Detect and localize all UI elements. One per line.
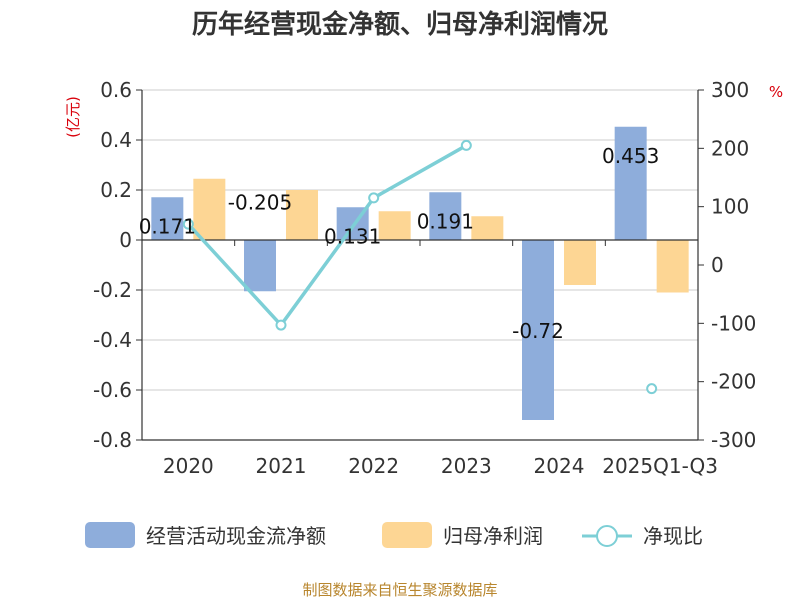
bars [151,126,689,420]
data-label-cash: -0.72 [512,319,564,343]
bar-cash [614,126,647,240]
legend-swatch-profit [382,522,432,548]
x-axis-tick-label: 2021 [256,454,307,478]
right-axis-tick-label: 100 [711,195,749,219]
right-axis-tick-label: 0 [711,253,724,277]
x-axis-tick-label: 2022 [348,454,399,478]
grid [142,89,698,391]
left-axis-tick-label: 0.2 [100,178,132,202]
legend-item-ratio[interactable]: 净现比 [582,524,703,548]
left-axis-unit: (亿元) [64,96,82,138]
data-labels: 0.171 -0.205 0.131 0.191 -0.72 0.453 [139,144,660,343]
legend-label-ratio: 净现比 [643,524,703,548]
legend-label-cash: 经营活动现金流净额 [146,524,326,548]
right-axis-tick-label: -200 [711,370,756,394]
bar-cash [429,192,462,240]
x-axis-tick-label: 2023 [441,454,492,478]
source-note: 制图数据来自恒生聚源数据库 [302,581,497,599]
data-label-cash: 0.453 [602,144,659,168]
legend-swatch-cash [85,522,135,548]
left-axis-tick-label: -0.6 [93,378,132,402]
legend-item-profit[interactable]: 归母净利润 [382,522,543,548]
data-label-cash: 0.191 [417,209,474,233]
bar-profit [564,240,596,285]
legend-label-profit: 归母净利润 [443,524,543,548]
ratio-line [182,139,658,395]
bar-profit [193,178,226,240]
left-axis-tick-label: -0.2 [93,278,132,302]
bar-profit [471,216,504,240]
ratio-point [646,383,658,395]
x-axis-tick-label: 2024 [534,454,585,478]
ratio-point [460,139,472,151]
axes: 0.6 0.4 0.2 0 -0.2 -0.4 -0.6 -0.8 300 200 100 0 -100… [93,78,756,478]
right-axis-tick-label: -100 [711,311,756,335]
right-axis-tick-label: -300 [711,428,756,452]
left-axis-tick-label: -0.4 [93,328,132,352]
legend-swatch-ratio-marker [596,525,618,547]
bar-cash [244,240,276,292]
data-label-cash: 0.131 [324,224,381,248]
right-axis-unit: % [769,83,783,101]
left-axis-tick-label: -0.8 [93,428,132,452]
data-label-cash: 0.171 [139,214,196,238]
left-axis-tick-label: 0 [119,228,132,252]
right-axis-tick-label: 300 [711,78,749,102]
ratio-point [275,319,287,331]
ratio-point [368,192,380,204]
data-label-cash: -0.205 [228,190,292,214]
x-axis-tick-label: 2025Q1-Q3 [602,454,718,478]
left-axis-tick-label: 0.4 [100,128,132,152]
legend: 经营活动现金流净额 归母净利润 净现比 [85,522,703,548]
legend-item-cash[interactable]: 经营活动现金流净额 [85,522,326,548]
bar-profit [378,211,411,240]
right-axis-tick-label: 200 [711,136,749,160]
bar-cash [151,197,184,240]
left-axis-tick-label: 0.6 [100,78,132,102]
ratio-line-path [187,143,468,327]
chart-title: 历年经营现金净额、归母净利润情况 [192,9,608,40]
bar-cash [522,240,554,420]
bar-profit [286,190,318,240]
ratio-point [182,218,194,230]
bar-profit [656,240,689,293]
x-axis-tick-label: 2020 [163,454,214,478]
